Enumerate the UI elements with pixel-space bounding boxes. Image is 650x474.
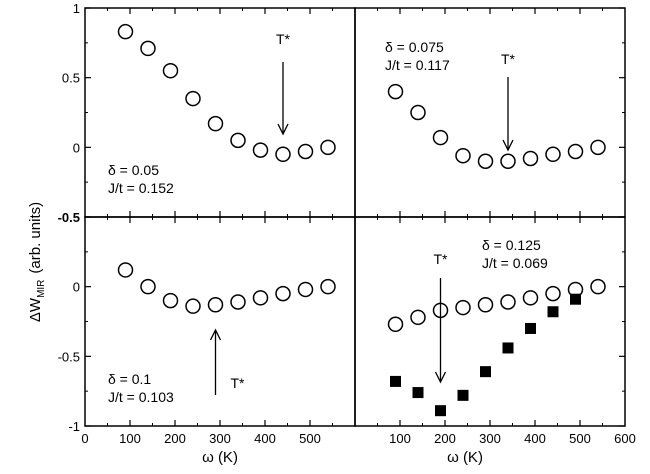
data-point-square <box>435 405 446 417</box>
data-point-circle <box>477 297 494 313</box>
data-point-circle <box>522 150 539 167</box>
data-point-square <box>502 342 514 354</box>
data-point-circle <box>477 153 494 170</box>
y-axis-label-sub: MIR <box>36 280 47 298</box>
x-tick-label: 600 <box>614 431 636 446</box>
data-point-circle <box>230 294 246 310</box>
tstar-label: T* <box>434 251 449 267</box>
annotation-delta: δ = 0.075 <box>385 39 444 55</box>
x-tick-label: 300 <box>479 431 501 446</box>
x-tick-label: 100 <box>389 431 411 446</box>
y-tick-label: 1 <box>73 1 80 16</box>
data-point-circle <box>140 278 156 295</box>
x-tick-label: 0 <box>81 431 88 446</box>
data-point-circle <box>455 147 471 164</box>
y-axis-label-main: ΔW <box>27 297 44 322</box>
data-point-square <box>480 366 491 378</box>
annotation-delta: δ = 0.05 <box>108 162 159 178</box>
data-point-circle <box>567 143 584 160</box>
data-point-circle <box>252 290 269 306</box>
tstar-arrowhead <box>209 328 222 341</box>
y-tick-label: -1 <box>68 419 80 434</box>
panel-top-left: 1 0.5 0 -0.5 δ = 0.05 J/t = 0.152 T* <box>58 1 356 225</box>
y-axis-label-unit: (arb. units) <box>27 202 44 274</box>
panels: 1 0.5 0 -0.5 δ = 0.05 J/t = 0.152 T* δ = 0.075 J… <box>58 1 636 466</box>
data-point-circle <box>252 142 269 158</box>
data-point-circle <box>590 139 606 156</box>
tstar-label: T* <box>501 51 516 67</box>
data-point-circle <box>275 146 291 163</box>
x-tick-label: 500 <box>569 431 591 446</box>
data-point-circle <box>275 285 291 302</box>
data-point-square <box>390 375 401 387</box>
tstar-arrowhead <box>277 123 289 136</box>
x-tick-label: 400 <box>524 431 546 446</box>
x-tick-label: 400 <box>254 431 276 446</box>
tstar-label: T* <box>231 375 246 391</box>
tstar-arrowhead <box>434 371 447 384</box>
data-point-circle <box>162 292 179 309</box>
data-point-circle <box>140 40 156 57</box>
tstar-label: T* <box>276 31 291 47</box>
x-tick-label: 200 <box>164 431 186 446</box>
x-axis-label: ω (K) <box>447 449 483 466</box>
data-point-circle <box>545 285 561 302</box>
data-point-circle <box>320 278 336 295</box>
y-tick-label: 0 <box>73 140 80 155</box>
data-point-circle <box>590 278 606 295</box>
data-point-circle <box>297 281 314 298</box>
x-tick-label: 200 <box>434 431 456 446</box>
data-point-circle <box>117 23 134 40</box>
data-point-square <box>570 293 581 305</box>
data-point-circle <box>410 104 426 121</box>
y-tick-label: -0.5 <box>58 349 80 364</box>
x-tick-label: 100 <box>119 431 141 446</box>
data-point-circle <box>455 299 471 316</box>
data-point-circle <box>207 297 224 313</box>
data-point-circle <box>522 290 539 306</box>
x-tick-label: 500 <box>299 431 321 446</box>
y-axis-label: ΔWMIR (arb. units) <box>27 202 47 322</box>
x-tick-label: 300 <box>209 431 231 446</box>
data-point-circle <box>185 298 201 314</box>
data-point-circle <box>500 153 516 170</box>
annotation-jt: J/t = 0.069 <box>482 255 548 271</box>
data-point-circle <box>162 62 179 79</box>
data-point-circle <box>320 139 336 156</box>
panel-bottom-right: 100 200 300 400 500 600 ω (K) δ = 0.125 J/t = 0.… <box>354 216 636 466</box>
data-point-circle <box>545 146 561 163</box>
data-point-circle <box>185 90 201 107</box>
data-point-circle <box>207 115 224 132</box>
data-point-circle <box>230 132 246 149</box>
data-point-circle <box>117 262 134 278</box>
annotation-jt: J/t = 0.117 <box>385 57 450 73</box>
annotation-delta: δ = 0.1 <box>108 371 151 387</box>
data-point-circle <box>432 129 449 146</box>
data-point-square <box>547 306 559 318</box>
data-point-square <box>457 389 469 401</box>
y-tick-label: 0.5 <box>62 71 80 86</box>
data-point-square <box>412 387 424 399</box>
x-axis-label: ω (K) <box>202 449 238 466</box>
y-tick-label: 0 <box>73 280 80 295</box>
data-point-circle <box>387 83 404 100</box>
data-point-circle <box>297 143 314 160</box>
tstar-arrowhead <box>502 139 514 152</box>
data-point-circle <box>500 294 516 310</box>
annotation-jt: J/t = 0.103 <box>108 389 174 405</box>
annotation-jt: J/t = 0.152 <box>108 180 174 196</box>
data-point-circle <box>410 309 426 326</box>
data-point-square <box>525 322 536 334</box>
y-tick-label: -0.5 <box>58 210 80 225</box>
annotation-delta: δ = 0.125 <box>482 237 541 253</box>
data-point-circle <box>387 316 404 333</box>
panel-top-right: δ = 0.075 J/t = 0.117 T* <box>354 7 626 218</box>
